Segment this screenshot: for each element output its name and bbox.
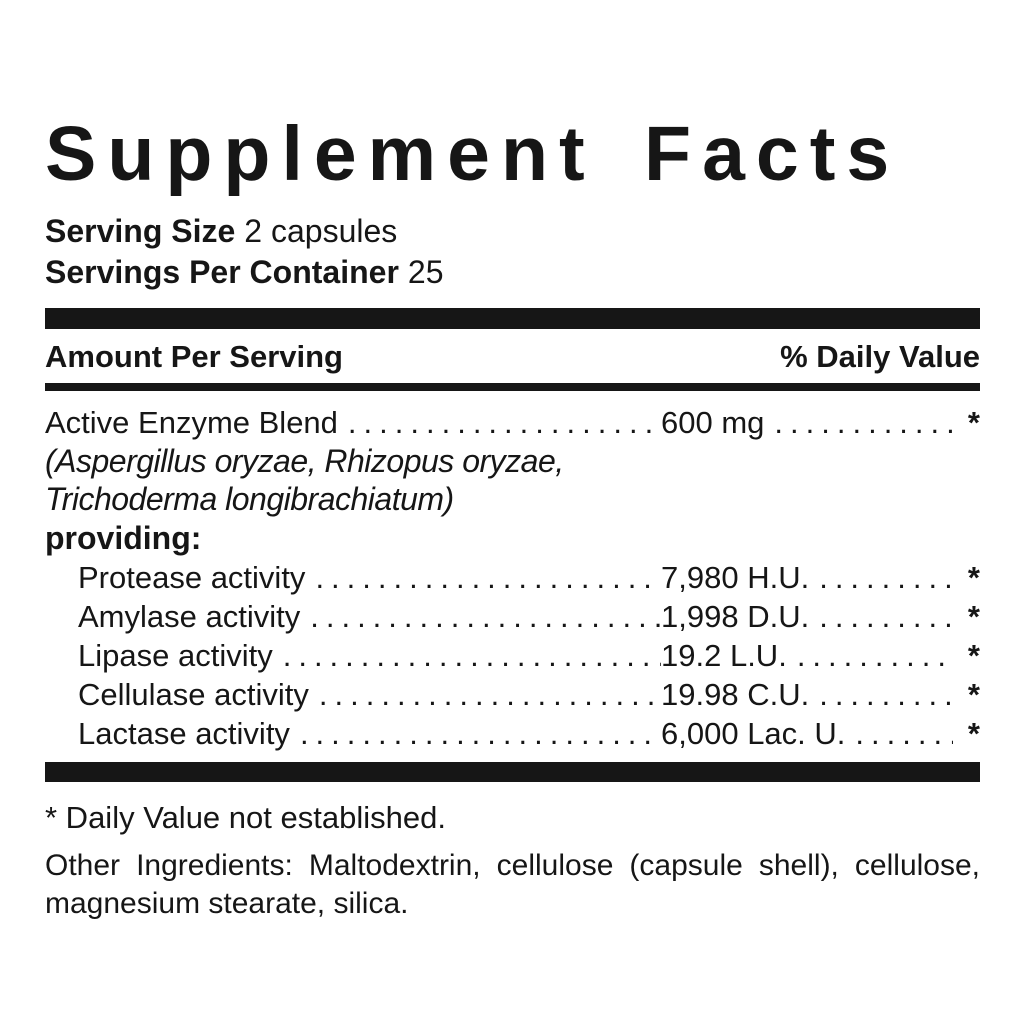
nutrient-amount: 1,998 D.U. <box>661 599 810 634</box>
nutrient-name: Active Enzyme Blend <box>45 405 338 440</box>
daily-value-asterisk: * <box>967 599 980 634</box>
nutrient-amount: 19.98 C.U. <box>661 677 810 712</box>
providing-label: providing: <box>45 520 202 556</box>
enzyme-source-line-1: (Aspergillus oryzae, Rhizopus oryzae, <box>45 443 564 479</box>
nutrient-amount: 7,980 H.U. <box>661 560 810 595</box>
daily-value-asterisk: * <box>967 405 980 440</box>
leader-dots: ........................................… <box>347 405 661 440</box>
trailer-dots: ........................ <box>819 677 953 712</box>
serving-size-label: Serving Size <box>45 213 236 249</box>
serving-size-value: 2 capsules <box>244 213 398 249</box>
amount-region: 7,980 H.U. ........................ <box>661 558 953 597</box>
enzyme-source-line-2: Trichoderma longibrachiatum) <box>45 481 454 517</box>
servings-per-container-value: 25 <box>407 254 444 290</box>
leader-dots: ........................................… <box>282 638 661 673</box>
nutrient-name: Amylase activity <box>78 599 301 634</box>
table-row-cellulase: Cellulase activity .....................… <box>45 675 980 714</box>
daily-value-asterisk: * <box>967 560 980 595</box>
amount-region: 19.2 L.U. ........................ <box>661 636 953 675</box>
daily-value-asterisk: * <box>967 677 980 712</box>
leader-dots: ........................................… <box>310 599 661 634</box>
nutrient-name: Lactase activity <box>78 716 290 751</box>
trailer-dots: ........................ <box>855 716 953 751</box>
top-rule-bar <box>45 308 980 329</box>
amount-region: 600 mg ........................ <box>661 403 953 442</box>
trailer-dots: ........................ <box>774 405 953 440</box>
nutrient-amount: 19.2 L.U. <box>661 638 787 673</box>
table-row-amylase: Amylase activity .......................… <box>45 597 980 636</box>
trailer-dots: ........................ <box>796 638 953 673</box>
amount-region: 19.98 C.U. ........................ <box>661 675 953 714</box>
trailer-dots: ........................ <box>819 560 953 595</box>
nutrient-amount: 6,000 Lac. U. <box>661 716 846 751</box>
table-row-lactase: Lactase activity .......................… <box>45 714 980 753</box>
nutrient-rows: Active Enzyme Blend ....................… <box>45 403 980 753</box>
servings-per-container-line: Servings Per Container 25 <box>45 252 980 293</box>
leader-dots: ........................................… <box>315 560 661 595</box>
nutrient-name: Lipase activity <box>78 638 273 673</box>
table-row-protease: Protease activity ......................… <box>45 558 980 597</box>
amount-region: 6,000 Lac. U. ........................ <box>661 714 953 753</box>
header-rule-bar <box>45 383 980 391</box>
nutrient-amount: 600 mg <box>661 405 765 440</box>
bottom-rule-bar <box>45 762 980 782</box>
servings-per-container-label: Servings Per Container <box>45 254 399 290</box>
table-header-row: Amount Per Serving % Daily Value <box>45 329 980 383</box>
other-ingredients-text: Other Ingredients: Maltodextrin, cellulo… <box>45 849 980 920</box>
leader-dots: ........................................… <box>299 716 661 751</box>
daily-value-asterisk: * <box>967 716 980 751</box>
table-row-lipase: Lipase activity ........................… <box>45 636 980 675</box>
daily-value-footnote: * Daily Value not established. <box>45 800 446 835</box>
amount-region: 1,998 D.U. ........................ <box>661 597 953 636</box>
amount-per-serving-column-header: Amount Per Serving <box>45 339 343 374</box>
table-row-active-enzyme-blend: Active Enzyme Blend ....................… <box>45 403 980 442</box>
daily-value-asterisk: * <box>967 638 980 673</box>
nutrient-name: Cellulase activity <box>78 677 309 712</box>
serving-size-line: Serving Size 2 capsules <box>45 211 980 252</box>
leader-dots: ........................................… <box>318 677 661 712</box>
panel-title: Supplement Facts <box>45 111 901 197</box>
daily-value-column-header: % Daily Value <box>780 339 980 374</box>
trailer-dots: ........................ <box>819 599 953 634</box>
nutrient-name: Protease activity <box>78 560 306 595</box>
